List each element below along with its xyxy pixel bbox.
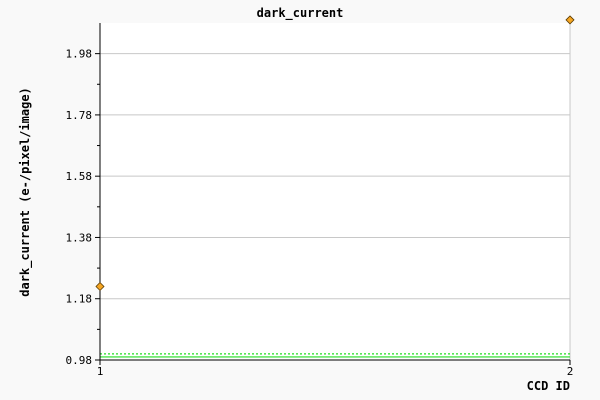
- y-tick-label: 1.98: [66, 48, 93, 61]
- data-point: [565, 15, 575, 25]
- y-tick-label: 0.98: [66, 354, 93, 367]
- y-tick-label: 1.58: [66, 170, 93, 183]
- plot-area: [100, 23, 570, 360]
- grid-lines: [100, 23, 571, 360]
- data-points: [95, 15, 575, 292]
- x-axis-title: CCD ID: [527, 379, 570, 393]
- y-axis-title: dark_current (e-/pixel/image): [18, 87, 33, 297]
- x-tick-label: 1: [97, 365, 104, 378]
- y-tick-label: 1.78: [66, 109, 93, 122]
- chart-title: dark_current: [257, 6, 344, 21]
- y-tick-label: 1.18: [66, 293, 93, 306]
- axes: 0.98 1.18 1.38 1.58 1.78 1.98 1 2: [66, 23, 574, 378]
- y-tick-label: 1.38: [66, 231, 93, 244]
- reference-lines: [100, 353, 570, 358]
- x-tick-label: 2: [567, 365, 574, 378]
- data-point: [95, 281, 105, 292]
